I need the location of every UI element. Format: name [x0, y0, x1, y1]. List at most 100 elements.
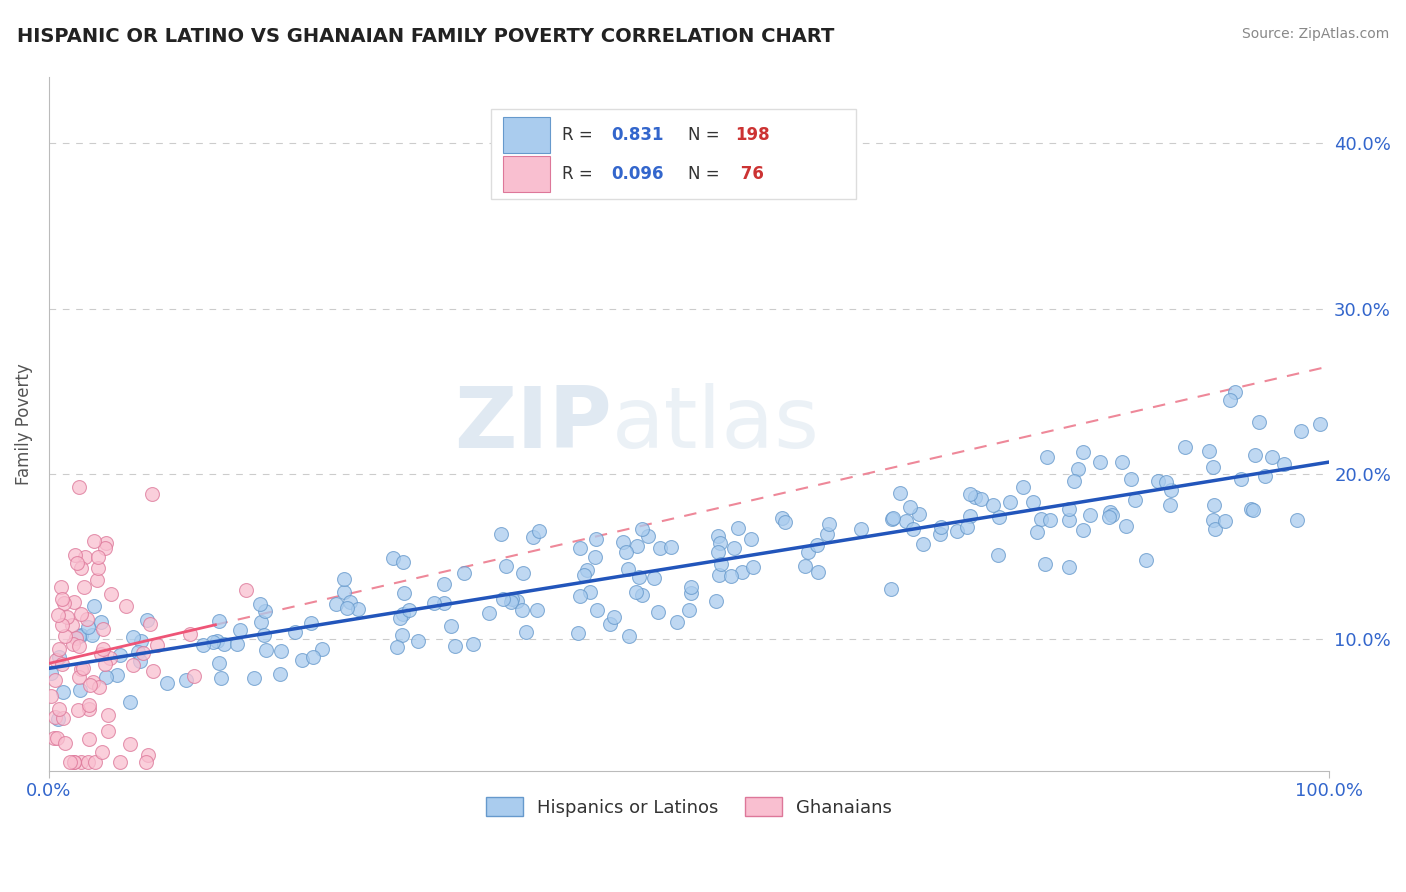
- Point: [209, 671, 232, 685]
- Point: [86, 573, 108, 587]
- Point: [1247, 415, 1270, 429]
- Point: [1033, 558, 1056, 572]
- Point: [1098, 505, 1121, 519]
- Point: [444, 639, 467, 653]
- Point: [62, 595, 84, 609]
- Point: [583, 549, 606, 564]
- Point: [1204, 522, 1226, 536]
- Point: [45, 653, 67, 667]
- Point: [122, 631, 145, 645]
- Point: [62, 756, 84, 770]
- Text: ZIP: ZIP: [454, 383, 612, 466]
- Point: [250, 615, 273, 630]
- Point: [818, 516, 841, 531]
- Point: [1230, 472, 1253, 486]
- Point: [433, 577, 456, 591]
- Point: [243, 671, 266, 685]
- Point: [1261, 450, 1284, 464]
- Point: [882, 512, 904, 526]
- Text: R =: R =: [562, 165, 599, 183]
- Point: [98, 650, 121, 665]
- Point: [1202, 513, 1225, 527]
- Point: [226, 636, 249, 650]
- Point: [62, 637, 84, 651]
- Point: [39, 666, 62, 681]
- Point: [97, 724, 120, 739]
- Point: [678, 603, 700, 617]
- Point: [333, 585, 356, 599]
- Point: [59, 756, 82, 770]
- Point: [406, 633, 429, 648]
- Point: [1147, 474, 1170, 488]
- Point: [643, 571, 665, 585]
- Point: [879, 582, 901, 597]
- Point: [889, 486, 911, 500]
- Point: [1111, 455, 1133, 469]
- Point: [70, 628, 93, 642]
- Point: [63, 756, 86, 770]
- Point: [336, 600, 359, 615]
- Point: [79, 678, 101, 692]
- Point: [626, 539, 648, 553]
- Point: [122, 658, 145, 673]
- Point: [704, 594, 727, 608]
- Point: [1036, 450, 1059, 464]
- Point: [339, 595, 361, 609]
- Point: [1057, 513, 1080, 527]
- Point: [60, 618, 83, 632]
- Point: [707, 545, 730, 559]
- Point: [83, 534, 105, 549]
- FancyBboxPatch shape: [503, 117, 550, 153]
- Point: [650, 541, 672, 555]
- Point: [987, 509, 1010, 524]
- Point: [127, 645, 149, 659]
- Point: [91, 622, 114, 636]
- Point: [398, 603, 420, 617]
- Point: [46, 712, 69, 726]
- Point: [129, 654, 152, 668]
- Point: [70, 756, 93, 770]
- Point: [208, 614, 231, 628]
- Point: [1098, 509, 1121, 524]
- Point: [51, 617, 73, 632]
- Point: [299, 615, 322, 630]
- Text: 198: 198: [735, 126, 770, 144]
- Text: N =: N =: [688, 165, 724, 183]
- Point: [389, 611, 412, 625]
- Point: [72, 580, 94, 594]
- Point: [156, 676, 179, 690]
- Point: [212, 637, 235, 651]
- Point: [1198, 444, 1220, 458]
- Point: [522, 530, 544, 544]
- Point: [773, 515, 796, 529]
- Point: [576, 564, 599, 578]
- Point: [959, 508, 981, 523]
- Point: [39, 689, 62, 703]
- Point: [205, 633, 228, 648]
- Point: [679, 585, 702, 599]
- Point: [51, 657, 73, 671]
- Point: [489, 527, 512, 541]
- Point: [1289, 424, 1312, 438]
- Point: [506, 593, 529, 607]
- Point: [1240, 502, 1263, 516]
- Point: [44, 673, 66, 687]
- Point: [108, 755, 131, 769]
- Point: [183, 669, 205, 683]
- Text: 76: 76: [735, 165, 763, 183]
- Point: [912, 537, 935, 551]
- Point: [291, 653, 314, 667]
- Point: [492, 592, 515, 607]
- Point: [796, 545, 818, 559]
- Point: [440, 619, 463, 633]
- Point: [269, 667, 291, 681]
- Point: [1078, 508, 1101, 522]
- Text: 0.096: 0.096: [612, 165, 664, 183]
- Point: [80, 627, 103, 641]
- Point: [929, 519, 952, 533]
- Point: [63, 548, 86, 562]
- Point: [709, 535, 731, 549]
- Point: [90, 615, 112, 629]
- Point: [617, 629, 640, 643]
- Text: R =: R =: [562, 126, 599, 144]
